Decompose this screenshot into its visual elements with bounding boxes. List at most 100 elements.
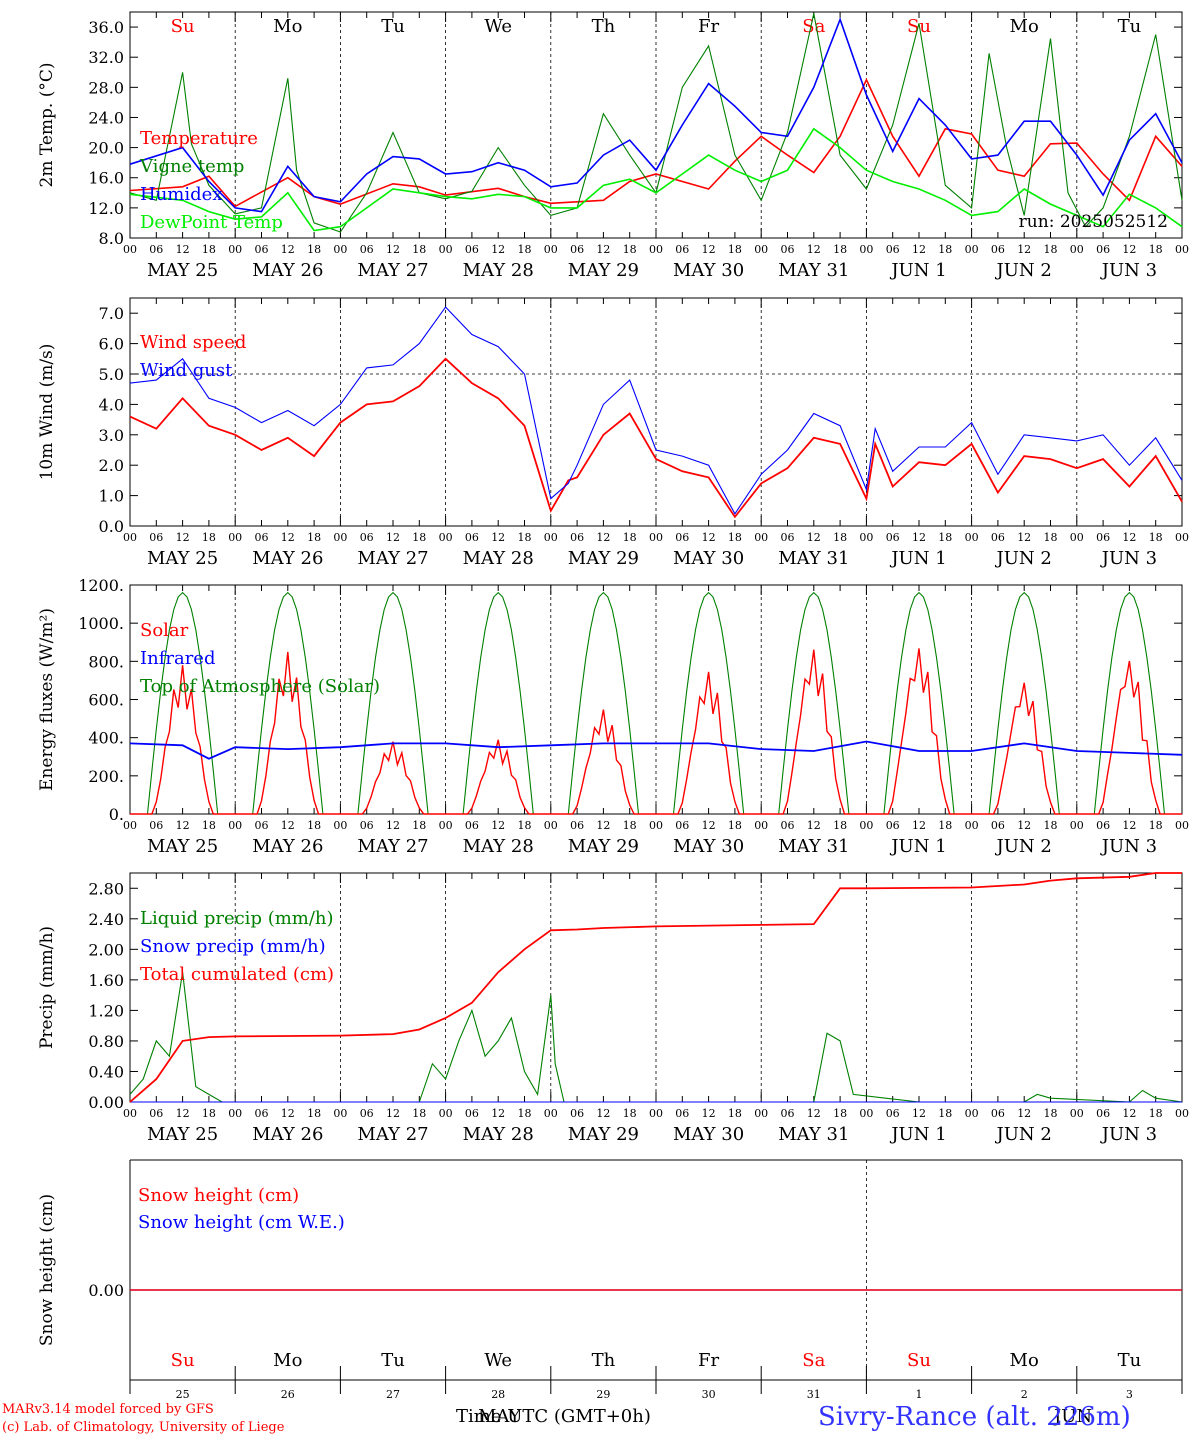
- hour-label: 00: [1070, 1107, 1084, 1120]
- hour-label: 00: [1175, 819, 1189, 832]
- hour-label: 18: [623, 531, 637, 544]
- legend-entry: Liquid precip (mm/h): [140, 908, 334, 929]
- hour-label: 18: [518, 819, 532, 832]
- hour-label: 06: [886, 243, 900, 256]
- hour-label: 18: [1044, 243, 1058, 256]
- day-label: We: [484, 1350, 512, 1371]
- hour-label: 06: [465, 243, 479, 256]
- hour-label: 06: [781, 531, 795, 544]
- date-label: MAY 25: [147, 260, 218, 281]
- hour-label: 12: [596, 531, 610, 544]
- hour-label: 18: [412, 243, 426, 256]
- date-label: MAY 31: [778, 836, 849, 857]
- hour-label: 06: [1096, 243, 1110, 256]
- y-tick-label: 12.0: [88, 199, 124, 218]
- hour-label: 06: [570, 531, 584, 544]
- hour-label: 00: [859, 243, 873, 256]
- hour-label: 12: [176, 531, 190, 544]
- hour-label: 00: [649, 531, 663, 544]
- hour-label: 06: [149, 819, 163, 832]
- legend-entry: Total cumulated (cm): [140, 964, 334, 985]
- date-label: JUN 3: [1100, 836, 1157, 857]
- legend-entry: DewPoint Temp: [140, 212, 283, 233]
- date-label: MAY 29: [568, 260, 639, 281]
- date-label: JUN 3: [1100, 548, 1157, 569]
- legend-entry: Solar: [140, 620, 189, 641]
- hour-label: 18: [833, 819, 847, 832]
- day-number: 31: [807, 1388, 821, 1401]
- hour-label: 06: [255, 243, 269, 256]
- day-number: 26: [281, 1388, 295, 1401]
- hour-label: 00: [544, 1107, 558, 1120]
- hour-label: 18: [1149, 243, 1163, 256]
- hour-label: 18: [938, 531, 952, 544]
- hour-label: 18: [202, 1107, 216, 1120]
- hour-label: 00: [333, 1107, 347, 1120]
- hour-label: 06: [781, 1107, 795, 1120]
- hour-label: 12: [1122, 531, 1136, 544]
- date-label: JUN 1: [889, 260, 946, 281]
- hour-label: 18: [202, 243, 216, 256]
- day-label: Mo: [273, 1350, 302, 1371]
- date-label: MAY 25: [147, 836, 218, 857]
- day-number: 25: [176, 1388, 190, 1401]
- hour-label: 18: [1149, 531, 1163, 544]
- hour-label: 12: [912, 819, 926, 832]
- hour-label: 12: [386, 1107, 400, 1120]
- hour-label: 00: [965, 243, 979, 256]
- hour-label: 00: [649, 819, 663, 832]
- hour-label: 18: [307, 243, 321, 256]
- y-tick-label: 2.80: [88, 879, 124, 898]
- hour-label: 12: [1122, 243, 1136, 256]
- hour-label: 12: [281, 819, 295, 832]
- y-tick-label: 2.0: [99, 456, 124, 475]
- day-label: Mo: [273, 16, 302, 37]
- hour-label: 00: [544, 243, 558, 256]
- series-line-total-cumulated-cm-: [129, 872, 1182, 1103]
- hour-label: 06: [886, 819, 900, 832]
- hour-label: 06: [360, 531, 374, 544]
- date-label: MAY 28: [463, 836, 534, 857]
- day-label: Mo: [1010, 1350, 1039, 1371]
- hour-label: 06: [360, 243, 374, 256]
- hour-label: 00: [544, 819, 558, 832]
- hour-label: 06: [675, 819, 689, 832]
- y-tick-label: 1.0: [99, 487, 124, 506]
- y-tick-label: 1.20: [88, 1001, 124, 1020]
- y-tick-label: 0.40: [88, 1062, 124, 1081]
- hour-label: 06: [675, 243, 689, 256]
- hour-label: 00: [754, 819, 768, 832]
- hour-label: 12: [912, 1107, 926, 1120]
- hour-label: 12: [1122, 819, 1136, 832]
- hour-label: 18: [623, 243, 637, 256]
- hour-label: 18: [938, 243, 952, 256]
- date-label: MAY 27: [357, 1124, 428, 1145]
- hour-label: 12: [1017, 531, 1031, 544]
- footer-month-may: MAY: [478, 1406, 521, 1427]
- day-label: Tu: [381, 1350, 405, 1371]
- hour-label: 18: [1149, 1107, 1163, 1120]
- hour-label: 12: [176, 819, 190, 832]
- hour-label: 06: [675, 531, 689, 544]
- hour-label: 12: [912, 531, 926, 544]
- hour-label: 00: [228, 1107, 242, 1120]
- footer-time-label: Time UTC (GMT+0h): [456, 1406, 651, 1427]
- date-label: MAY 30: [673, 1124, 744, 1145]
- y-tick-label: 20.0: [88, 139, 124, 158]
- y-tick-label: 1200.: [78, 576, 124, 595]
- hour-label: 18: [412, 1107, 426, 1120]
- hour-label: 12: [176, 243, 190, 256]
- y-tick-label: 6.0: [99, 335, 124, 354]
- hour-label: 12: [491, 243, 505, 256]
- hour-label: 12: [807, 243, 821, 256]
- date-label: MAY 27: [357, 548, 428, 569]
- y-tick-label: 0.00: [88, 1093, 124, 1112]
- hour-label: 12: [491, 531, 505, 544]
- hour-label: 18: [202, 531, 216, 544]
- day-label: Su: [171, 1350, 195, 1371]
- hour-label: 06: [255, 819, 269, 832]
- legend-entry: Vigne temp: [139, 156, 244, 177]
- hour-label: 06: [149, 243, 163, 256]
- day-label: Su: [907, 1350, 931, 1371]
